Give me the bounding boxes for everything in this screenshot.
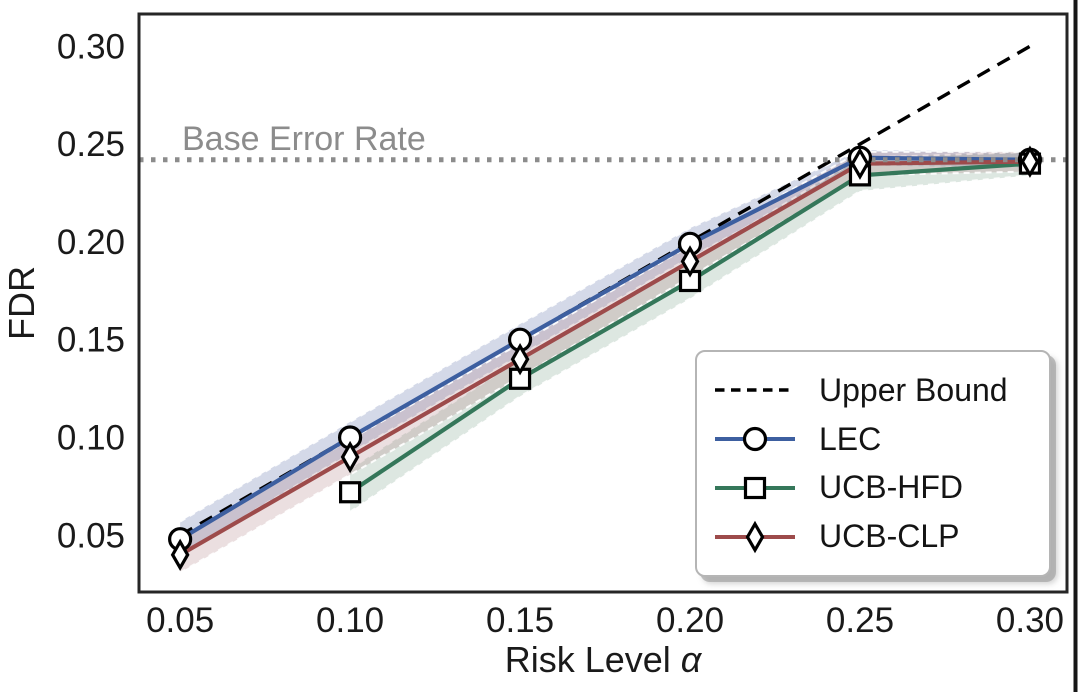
legend-sample-marker	[745, 520, 765, 553]
legend-label: Upper Bound	[819, 371, 1008, 408]
legend-sample-circle-line	[715, 426, 795, 452]
legend-label: UCB-HFD	[819, 469, 963, 506]
legend-sample-marker	[742, 426, 768, 452]
series-line-lec	[179, 155, 1030, 541]
marker-diamond-ucb-clp	[680, 245, 700, 278]
series-line-ucb-clp	[179, 159, 1030, 557]
x-tick-labels: 0.05 0.10 0.15 0.20 0.25 0.30	[146, 601, 1064, 640]
legend-sample-dashed-line	[715, 388, 795, 393]
x-tick-label: 0.15	[486, 601, 554, 640]
band-edge-ucb-hfd	[349, 174, 1031, 513]
x-tick-label: 0.10	[316, 601, 384, 640]
x-tick-label: 0.25	[826, 601, 894, 640]
axes-frame	[137, 12, 1069, 594]
x-tick-label: 0.30	[996, 601, 1064, 640]
legend-sample-marker	[743, 476, 767, 499]
marker-diamond-ucb-clp	[170, 538, 190, 572]
band-edge-lec	[179, 164, 1030, 556]
y-tick-label: 0.10	[57, 418, 125, 457]
y-tick-label: 0.15	[57, 321, 125, 360]
base-error-rate-label: Base Error Rate	[182, 120, 426, 158]
legend-item-ucb-clp: UCB-CLP	[713, 518, 1035, 555]
legend-item-ucb-hfd: UCB-HFD	[713, 469, 1035, 506]
marker-square-ucb-hfd	[338, 481, 362, 504]
y-tick-label: 0.20	[57, 223, 125, 262]
series-markers-group	[168, 145, 1043, 572]
y-tick-label: 0.25	[57, 125, 125, 164]
marker-diamond-ucb-clp	[340, 440, 360, 474]
marker-diamond-ucb-clp	[850, 147, 870, 180]
band-edge-lec	[179, 148, 1030, 523]
chart-legend: Upper Bound LEC UCB-HFD UCB-CLP	[695, 350, 1051, 577]
x-tick-label: 0.05	[146, 601, 214, 640]
y-tick-label: 0.30	[57, 27, 125, 66]
y-tick-labels: 0.05 0.10 0.15 0.20 0.25 0.30	[57, 27, 125, 555]
legend-item-upper-bound: Upper Bound	[713, 372, 1035, 409]
marker-diamond-ucb-clp	[1020, 145, 1040, 178]
x-tick-label: 0.20	[656, 601, 724, 640]
x-axis-label: Risk Level α	[505, 639, 703, 680]
legend-sample-square-line	[715, 476, 795, 499]
y-tick-label: 0.05	[57, 516, 125, 555]
legend-label: UCB-CLP	[819, 518, 960, 555]
band-edge-ucb-clp	[179, 150, 1030, 539]
marker-diamond-ucb-clp	[510, 343, 530, 376]
legend-label: LEC	[819, 420, 882, 457]
y-axis-label: FDR	[1, 266, 42, 340]
legend-item-lec: LEC	[713, 421, 1035, 458]
legend-sample-diamond-line	[715, 520, 795, 553]
